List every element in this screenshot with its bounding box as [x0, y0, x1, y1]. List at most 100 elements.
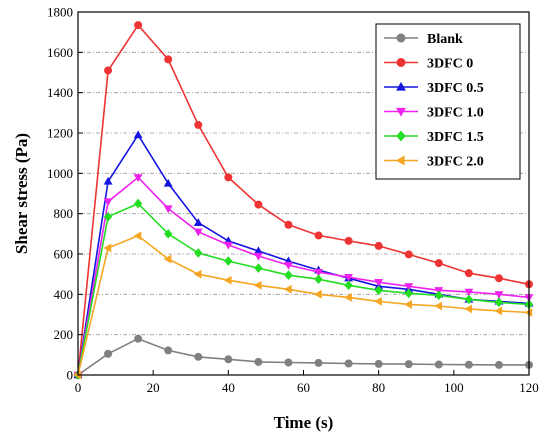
series-5: [73, 231, 533, 380]
data-point-1-13: [464, 269, 473, 278]
data-point-4-13: [464, 294, 474, 305]
series-line-3: [77, 176, 530, 376]
legend-marker-5: [395, 155, 405, 166]
x-tick-label-20: 20: [147, 380, 160, 395]
data-point-4-14: [494, 297, 504, 308]
data-point-2-4: [193, 218, 203, 226]
data-point-5-11: [404, 300, 412, 309]
data-point-5-10: [374, 296, 382, 306]
series-line-1: [77, 23, 530, 376]
data-point-4-3: [164, 229, 173, 239]
data-point-1-2: [134, 21, 143, 30]
y-tick-label-400: 400: [54, 287, 74, 302]
legend-label-5: 3DFC 2.0: [427, 155, 484, 170]
data-point-3-9: [344, 273, 353, 282]
data-point-4-5: [224, 256, 233, 266]
legend-label-3: 3DFC 1.0: [427, 106, 484, 121]
data-point-1-12: [434, 259, 443, 268]
data-point-1-7: [284, 220, 293, 229]
data-point-0-12: [434, 360, 443, 369]
y-tick-label-1600: 1600: [47, 45, 73, 60]
y-tick-label-800: 800: [54, 206, 74, 221]
x-tick-label-40: 40: [222, 380, 235, 395]
data-point-1-6: [254, 200, 263, 209]
legend-marker-0: [396, 33, 406, 43]
legend-label-2: 3DFC 0.5: [427, 81, 484, 96]
data-point-3-10: [374, 279, 384, 287]
legend-marker-2: [396, 81, 406, 91]
data-point-3-1: [103, 198, 113, 207]
data-point-4-9: [344, 280, 353, 291]
data-point-1-1: [104, 66, 113, 75]
data-point-3-7: [284, 261, 293, 270]
data-point-4-2: [133, 198, 143, 209]
series-line-0: [77, 337, 529, 376]
data-point-1-4: [194, 120, 203, 129]
legend-marker-4: [396, 130, 406, 142]
y-tick-label-1800: 1800: [47, 5, 73, 20]
data-point-3-11: [404, 283, 414, 291]
data-point-0-7: [284, 358, 293, 367]
data-point-5-2: [133, 231, 142, 241]
data-point-4-7: [284, 270, 293, 280]
data-point-5-6: [253, 280, 262, 290]
legend-label-1: 3DFC 0: [427, 57, 473, 72]
y-tick-label-1200: 1200: [47, 126, 73, 141]
data-point-0-6: [254, 357, 263, 366]
data-point-4-1: [103, 211, 113, 222]
data-point-5-8: [313, 289, 322, 299]
data-point-0-2: [134, 334, 143, 343]
data-point-4-8: [314, 274, 323, 285]
data-point-4-11: [404, 288, 413, 299]
data-point-3-13: [464, 288, 474, 297]
data-point-0-8: [314, 358, 323, 367]
legend-marker-1: [396, 58, 406, 67]
x-tick-label-80: 80: [372, 380, 385, 395]
data-point-3-3: [163, 205, 173, 214]
legend-label-4: 3DFC 1.5: [427, 130, 484, 145]
data-point-0-14: [494, 360, 503, 369]
data-point-3-8: [314, 268, 323, 277]
axis-ticks: 0 20 40 60 80 100 1200200400600800100012001400…: [47, 5, 539, 396]
data-point-2-2: [133, 130, 143, 139]
data-point-0-13: [464, 360, 473, 369]
x-axis-title: Time (s): [274, 413, 334, 432]
series-0: [74, 334, 533, 379]
grid-lines: [78, 51, 529, 336]
data-point-1-8: [314, 231, 323, 240]
data-point-1-5: [224, 173, 233, 182]
data-point-0-3: [164, 346, 173, 355]
data-point-2-3: [163, 178, 173, 187]
y-tick-label-1400: 1400: [47, 85, 73, 100]
data-point-5-0: [73, 370, 82, 380]
data-point-4-10: [374, 285, 383, 296]
data-point-4-12: [434, 290, 443, 301]
legend: Blank 3DFC 0 3DFC 0.5 3DFC 1.0 3DFC 1.5 3DFC …: [375, 23, 521, 180]
y-tick-label-600: 600: [54, 247, 74, 262]
data-point-5-14: [494, 306, 503, 316]
data-point-3-4: [193, 228, 203, 237]
data-point-0-11: [404, 360, 413, 369]
data-point-0-10: [374, 359, 383, 368]
data-point-0-1: [104, 349, 113, 358]
data-point-1-14: [494, 274, 503, 283]
series-4: [73, 198, 534, 380]
data-point-0-4: [194, 352, 203, 361]
data-point-1-9: [344, 236, 353, 245]
legend-box: [375, 23, 521, 180]
data-point-3-6: [254, 252, 263, 261]
data-point-0-5: [224, 355, 233, 364]
x-tick-label-60: 60: [297, 380, 310, 395]
y-axis-title: Shear stress (Pa): [12, 133, 31, 254]
legend-marker-3: [396, 107, 406, 117]
data-point-5-3: [163, 254, 172, 264]
x-tick-label-0: 0: [75, 380, 82, 395]
data-point-5-12: [434, 301, 442, 311]
y-tick-label-200: 200: [54, 327, 74, 342]
data-point-5-9: [344, 292, 352, 302]
data-point-3-5: [223, 241, 233, 250]
data-point-0-9: [344, 359, 353, 368]
data-point-5-1: [103, 243, 112, 253]
data-point-4-4: [194, 248, 203, 258]
